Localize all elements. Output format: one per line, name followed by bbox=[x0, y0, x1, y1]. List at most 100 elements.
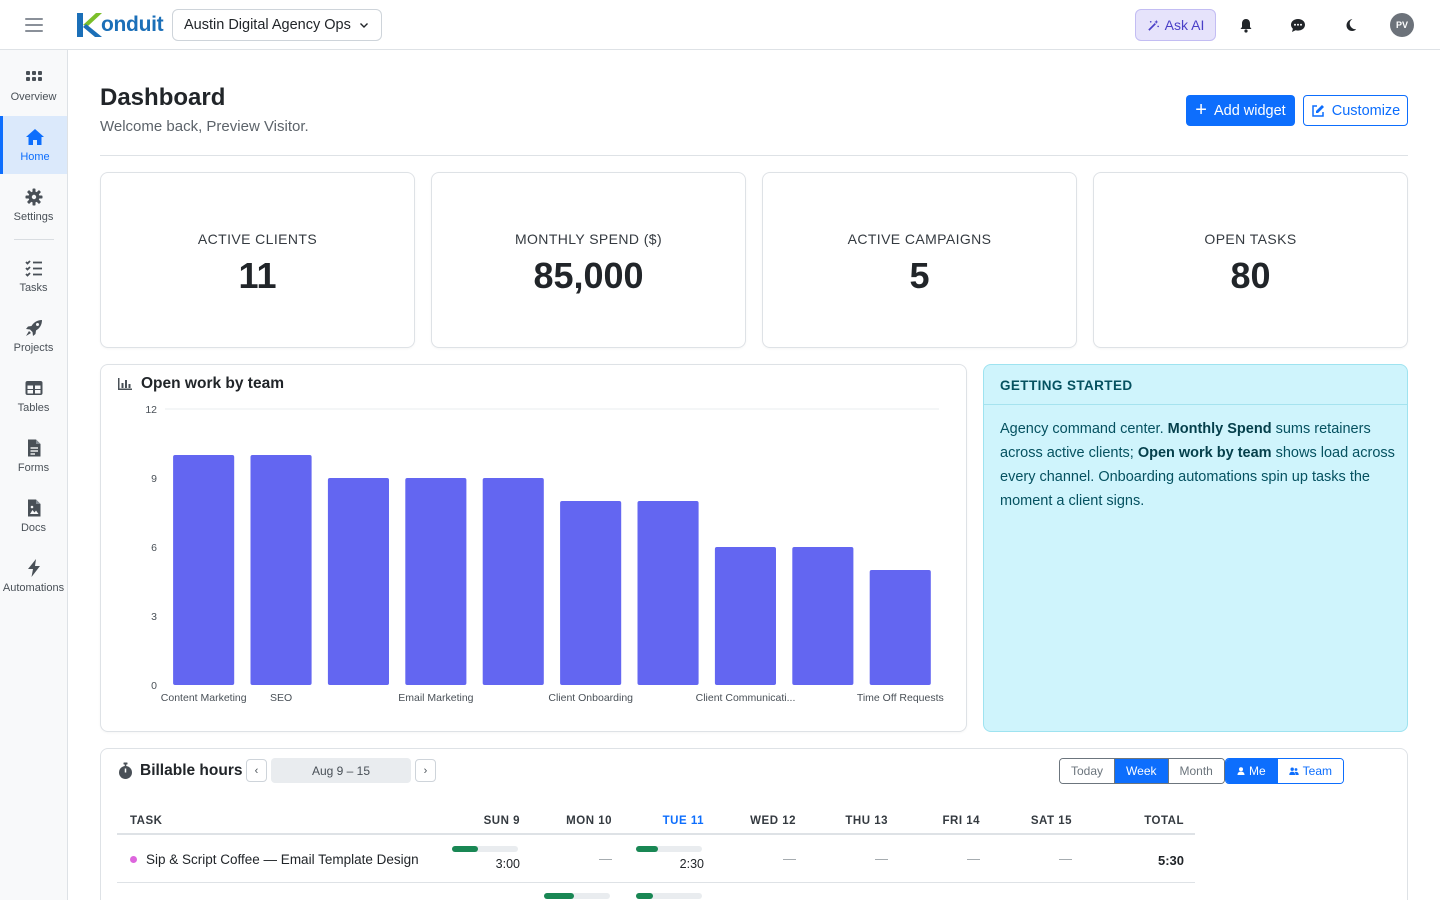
period-today[interactable]: Today bbox=[1060, 759, 1116, 783]
bar bbox=[405, 478, 467, 685]
col-sat: SAT 15 bbox=[1030, 815, 1072, 827]
bar bbox=[482, 478, 544, 685]
stopwatch-icon bbox=[119, 762, 132, 779]
progress-track bbox=[636, 846, 702, 852]
menu-icon[interactable] bbox=[24, 15, 44, 35]
hours-cell-tue[interactable]: 2:30 bbox=[636, 837, 704, 883]
billable-table-header: TASK SUN 9 MON 10 TUE 11 WED 12 THU 13 F… bbox=[117, 807, 1195, 835]
customize-button[interactable]: Customize bbox=[1303, 95, 1408, 126]
hours-cell-sun[interactable]: 3:00 bbox=[452, 837, 520, 883]
table-icon bbox=[25, 381, 42, 395]
gs-text-3: shows load across every channel. Onboard… bbox=[1000, 445, 1395, 509]
bar bbox=[560, 501, 622, 685]
person-icon bbox=[1237, 767, 1245, 775]
x-tick-label: Time Off Requests bbox=[857, 692, 944, 704]
scope-team[interactable]: Team bbox=[1277, 759, 1344, 783]
bar bbox=[327, 478, 389, 685]
hours-empty: — bbox=[783, 851, 796, 866]
sidebar-item-projects[interactable]: Projects bbox=[0, 307, 67, 365]
y-tick-label: 0 bbox=[151, 680, 157, 692]
bar bbox=[173, 455, 235, 685]
row-total: 5:30 bbox=[1157, 853, 1184, 868]
hours-cell-mon[interactable]: — bbox=[544, 837, 612, 883]
col-task: TASK bbox=[130, 815, 163, 827]
page-title: Dashboard bbox=[100, 84, 226, 111]
sidebar-item-settings[interactable]: Settings bbox=[0, 176, 67, 234]
hours-cell-fri[interactable]: — bbox=[912, 837, 980, 883]
x-tick-label: SEO bbox=[270, 692, 292, 704]
prev-week-button[interactable]: ‹ bbox=[246, 759, 267, 782]
sidebar-item-label: Forms bbox=[17, 462, 50, 474]
scope-me[interactable]: Me bbox=[1226, 759, 1278, 783]
moon-icon[interactable] bbox=[1340, 15, 1360, 35]
getting-started-card: GETTING STARTED Agency command center. M… bbox=[983, 364, 1408, 732]
hours-cell-tue[interactable] bbox=[636, 884, 704, 900]
hours-empty: — bbox=[875, 851, 888, 866]
sidebar-item-tasks[interactable]: Tasks bbox=[0, 247, 67, 305]
gs-text-2: sums retainers across active clients; bbox=[1000, 421, 1371, 461]
bar bbox=[792, 547, 854, 685]
period-week[interactable]: Week bbox=[1115, 759, 1169, 783]
sidebar-item-overview[interactable]: Overview bbox=[0, 56, 67, 114]
next-week-button[interactable]: › bbox=[415, 759, 436, 782]
bar-chart: 0 3 6 9 12 Content Marketing SEO Email Marketin… bbox=[145, 404, 944, 704]
bar bbox=[714, 547, 776, 685]
hours-cell-mon[interactable] bbox=[544, 884, 612, 900]
hours-empty: — bbox=[967, 851, 980, 866]
x-tick-label: Content Marketing bbox=[161, 692, 247, 704]
sidebar-item-label: Settings bbox=[13, 211, 54, 223]
sidebar-item-tables[interactable]: Tables bbox=[0, 367, 67, 425]
y-tick-label: 12 bbox=[145, 404, 157, 416]
period-toggle: Today Week Month bbox=[1059, 758, 1225, 784]
hours-value: 3:00 bbox=[495, 857, 520, 871]
chat-icon[interactable] bbox=[1288, 15, 1308, 35]
logo-k-icon bbox=[77, 13, 102, 37]
billable-hours-card: Billable hours ‹ Aug 9 – 15 › Today Week… bbox=[100, 748, 1408, 900]
sidebar-item-docs[interactable]: Docs bbox=[0, 487, 67, 545]
stat-value: 5 bbox=[909, 255, 930, 296]
workspace-selector[interactable]: Austin Digital Agency Ops bbox=[172, 9, 382, 41]
period-month[interactable]: Month bbox=[1168, 759, 1224, 783]
gs-bold-2: Open work by team bbox=[1137, 445, 1272, 461]
logo[interactable]: onduit bbox=[74, 10, 164, 40]
add-widget-button[interactable]: + Add widget bbox=[1186, 95, 1295, 126]
sidebar-item-label: Automations bbox=[2, 582, 65, 594]
progress-fill bbox=[544, 893, 574, 899]
stat-label: OPEN TASKS bbox=[1204, 231, 1297, 247]
doc-icon bbox=[27, 499, 40, 517]
grid-icon bbox=[25, 71, 42, 81]
checklist-icon bbox=[24, 260, 42, 277]
avatar[interactable]: PV bbox=[1390, 13, 1414, 37]
gear-icon bbox=[25, 188, 42, 206]
bell-icon[interactable] bbox=[1236, 15, 1256, 35]
progress-fill bbox=[636, 893, 653, 899]
customize-label: Customize bbox=[1331, 102, 1401, 119]
col-tue: TUE 11 bbox=[662, 815, 704, 827]
sidebar-item-automations[interactable]: Automations bbox=[0, 547, 67, 605]
sidebar-item-forms[interactable]: Forms bbox=[0, 427, 67, 485]
y-tick-label: 3 bbox=[151, 611, 157, 623]
sidebar-item-label: Tasks bbox=[19, 282, 48, 294]
hours-cell-wed[interactable]: — bbox=[728, 837, 796, 883]
table-row[interactable]: Sip & Script Coffee — Email Template Des… bbox=[117, 837, 1195, 883]
bolt-icon bbox=[27, 559, 40, 577]
hours-cell-thu[interactable]: — bbox=[820, 837, 888, 883]
table-row[interactable] bbox=[117, 884, 1195, 900]
x-tick-label: Client Communicati... bbox=[696, 692, 796, 704]
bar bbox=[637, 501, 699, 685]
scope-team-label: Team bbox=[1302, 764, 1333, 778]
sidebar-item-home[interactable]: Home bbox=[0, 116, 67, 174]
y-tick-label: 9 bbox=[151, 473, 157, 485]
sidebar-item-label: Home bbox=[20, 151, 50, 163]
chevron-down-icon bbox=[359, 23, 368, 28]
ask-ai-button[interactable]: Ask AI bbox=[1135, 9, 1216, 41]
hours-cell-sat[interactable]: — bbox=[1004, 837, 1072, 883]
sidebar-item-label: Overview bbox=[10, 91, 57, 103]
header-divider bbox=[100, 155, 1408, 156]
col-wed: WED 12 bbox=[750, 815, 796, 827]
edit-icon bbox=[1312, 104, 1324, 117]
getting-started-title: GETTING STARTED bbox=[984, 365, 1407, 405]
ask-ai-label: Ask AI bbox=[1164, 17, 1205, 33]
gs-text-1: Agency command center. bbox=[1000, 421, 1168, 437]
gs-bold-1: Monthly Spend bbox=[1167, 421, 1272, 437]
